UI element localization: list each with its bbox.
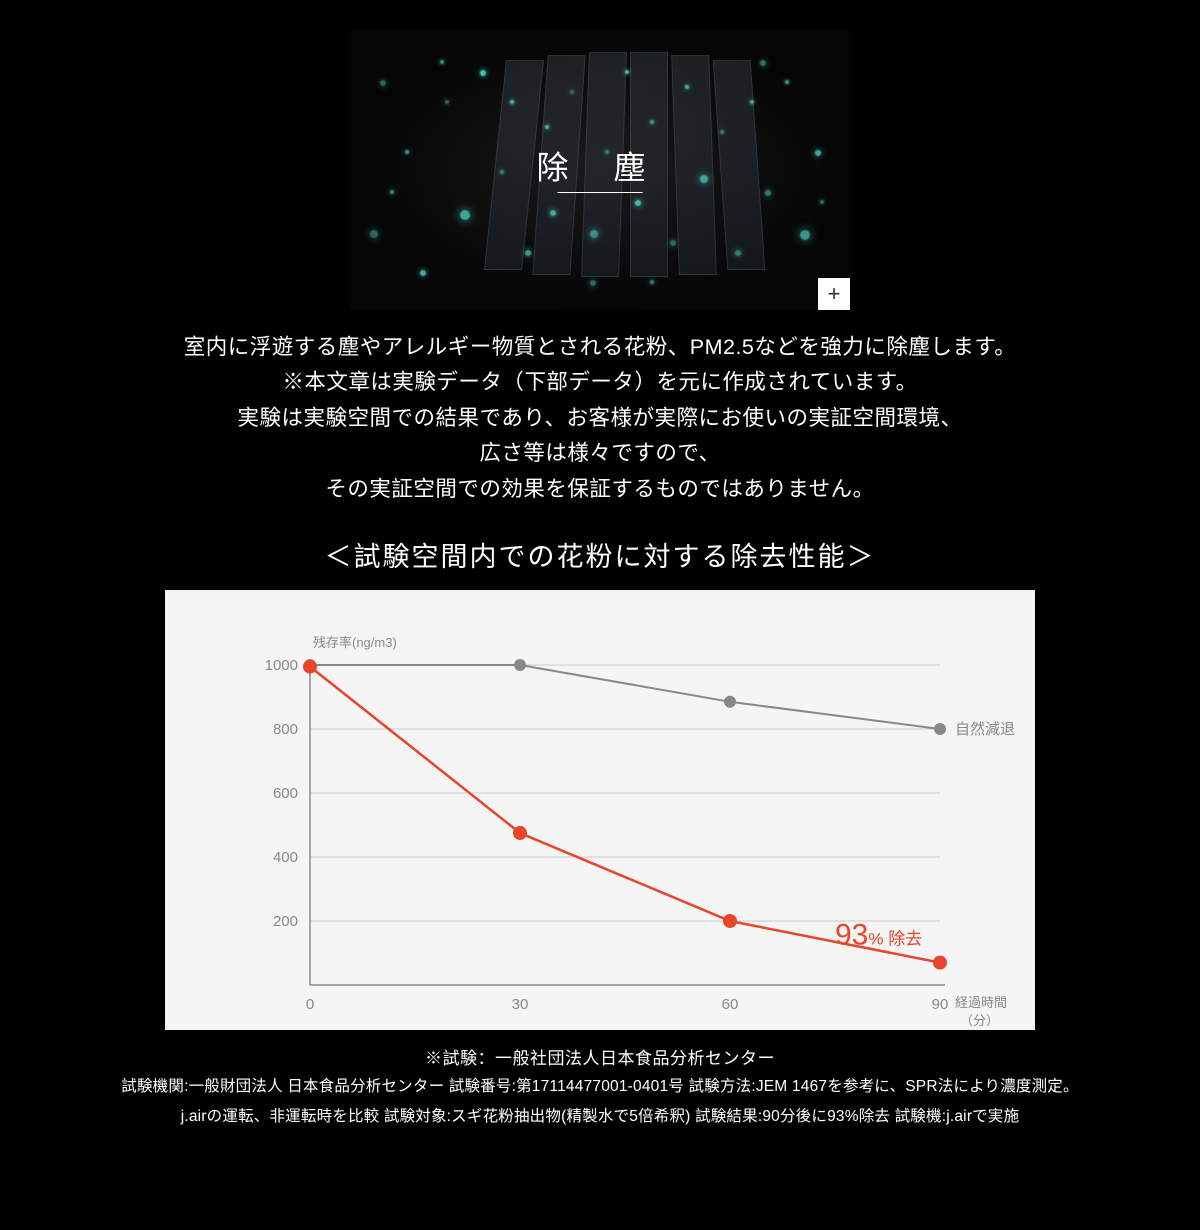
desc-line: 室内に浮遊する塵やアレルギー物質とされる花粉、PM2.5などを強力に除塵します。 <box>50 330 1150 365</box>
description-block: 室内に浮遊する塵やアレルギー物質とされる花粉、PM2.5などを強力に除塵します。… <box>50 330 1150 507</box>
desc-line: ※本文章は実験データ（下部データ）を元に作成されています。 <box>50 365 1150 400</box>
svg-text:経過時間: 経過時間 <box>955 995 1007 1010</box>
desc-line: 広さ等は様々ですので、 <box>50 436 1150 471</box>
chart-title: ＜試験空間内での花粉に対する除去性能＞ <box>0 535 1200 574</box>
svg-text:自然減退: 自然減退 <box>955 721 1015 738</box>
svg-text:400: 400 <box>273 849 298 866</box>
footnote-line: j.airの運転、非運転時を比較 試験対象:スギ花粉抽出物(精製水で5倍希釈) … <box>10 1105 1190 1129</box>
svg-text:60: 60 <box>722 996 739 1013</box>
svg-text:800: 800 <box>273 721 298 738</box>
hero-panel: 除 塵 + <box>350 30 850 310</box>
desc-line: その実証空間での効果を保証するものではありません。 <box>50 472 1150 507</box>
hero-title: 除 塵 <box>537 142 664 188</box>
hero-underline <box>558 192 643 193</box>
hero-slat <box>671 55 717 275</box>
svg-text:1000: 1000 <box>265 657 298 674</box>
footnote-line: 試験機関:一般財団法人 日本食品分析センター 試験番号:第17114477001… <box>10 1075 1190 1099</box>
svg-text:90: 90 <box>932 996 949 1013</box>
svg-text:0: 0 <box>306 996 314 1013</box>
svg-text:残存率(ng/m3): 残存率(ng/m3) <box>313 635 397 650</box>
line-chart: 1000 800 600 400 200 0 30 60 90 残存率(ng/m3) 経過時間 （分）… <box>195 610 1065 1050</box>
svg-text:600: 600 <box>273 785 298 802</box>
hero-slat <box>713 60 766 270</box>
expand-button[interactable]: + <box>818 278 850 310</box>
chart-container: 1000 800 600 400 200 0 30 60 90 残存率(ng/m3) 経過時間 （分）… <box>165 590 1035 1030</box>
desc-line: 実験は実験空間での結果であり、お客様が実際にお使いの実証空間環境、 <box>50 401 1150 436</box>
svg-text:30: 30 <box>512 996 529 1013</box>
svg-text:（分）: （分） <box>960 1013 999 1028</box>
svg-text:200: 200 <box>273 913 298 930</box>
svg-text:93% 除去: 93% 除去 <box>835 919 922 952</box>
